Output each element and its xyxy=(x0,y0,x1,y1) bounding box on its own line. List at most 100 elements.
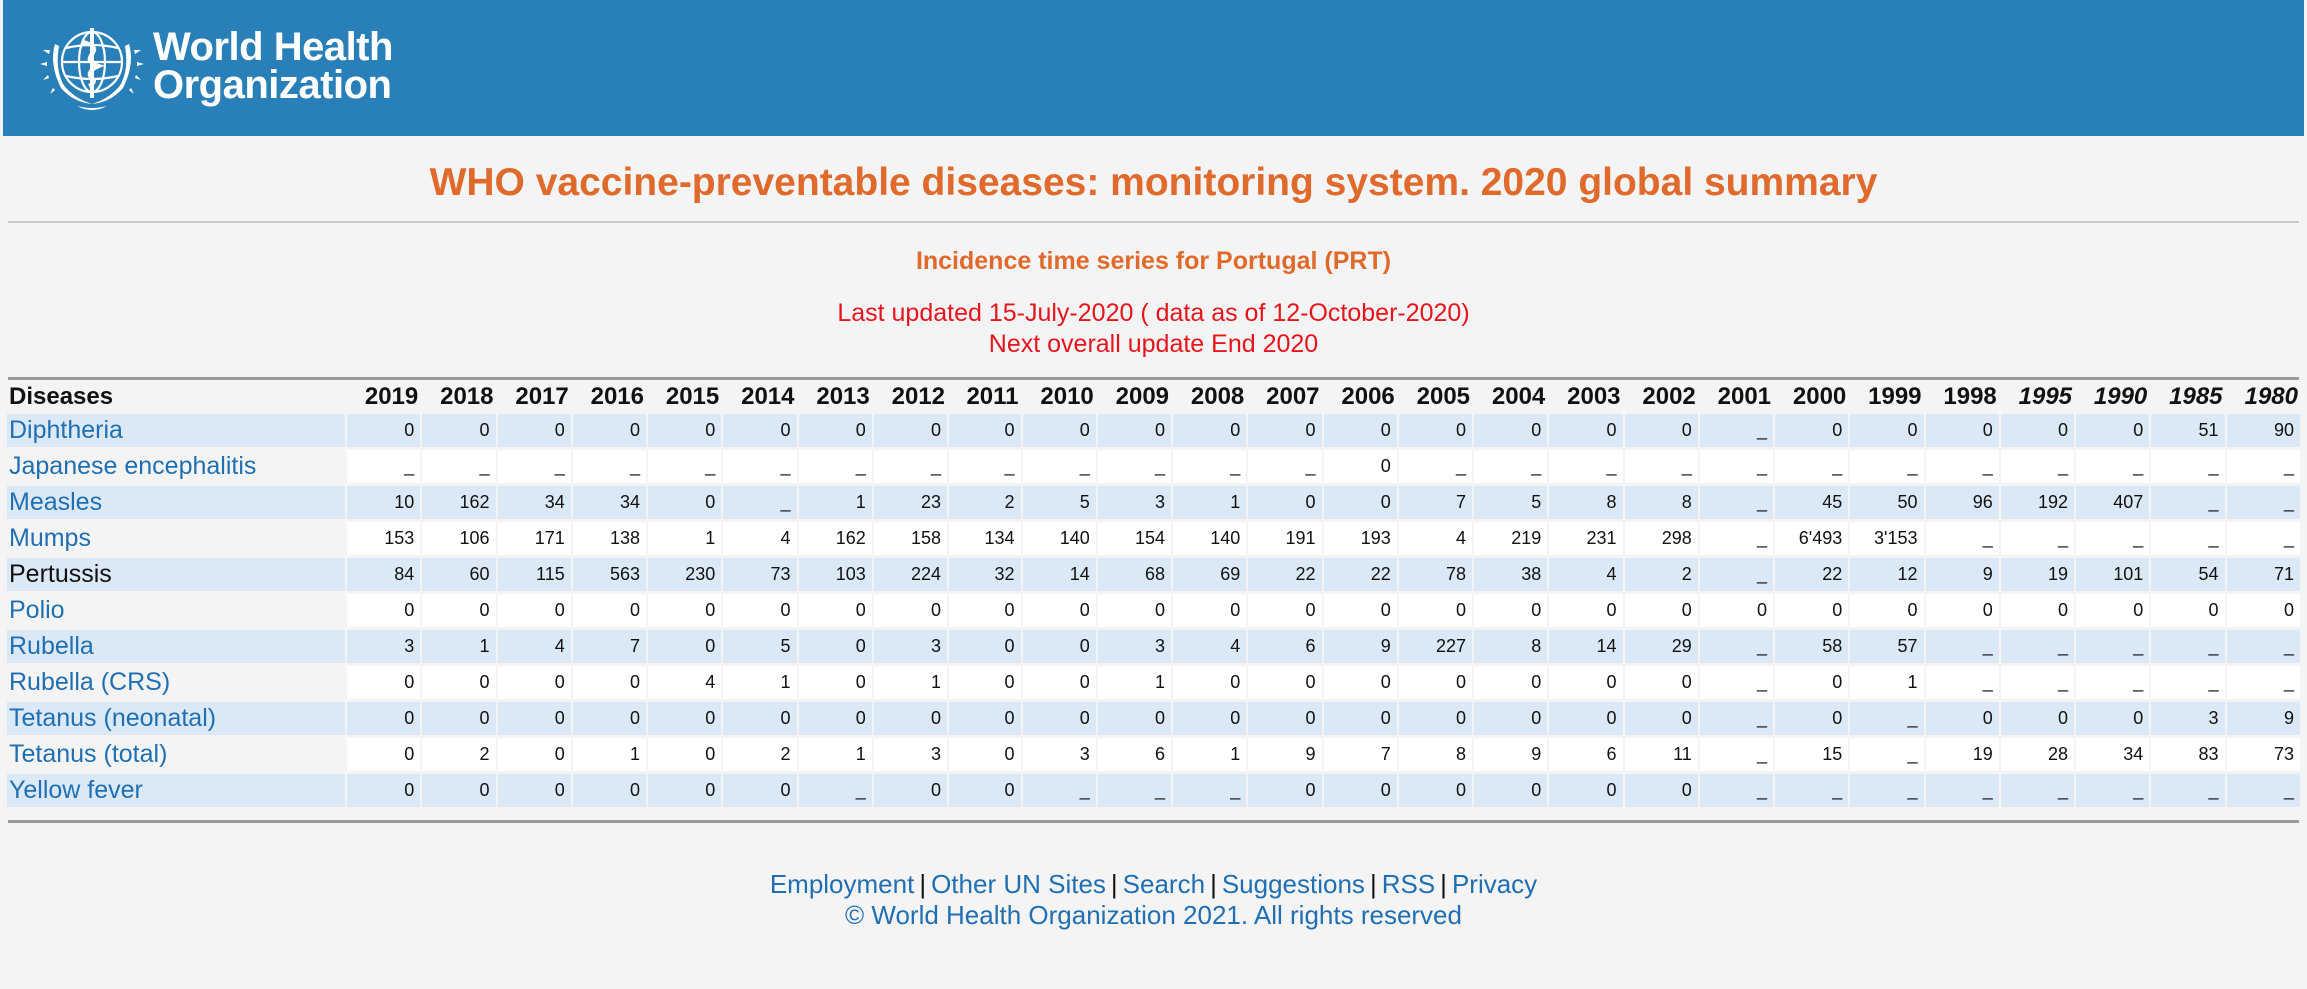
table-cell: 101 xyxy=(2076,558,2150,591)
table-cell: 3 xyxy=(347,630,421,663)
disease-link[interactable]: Yellow fever xyxy=(7,774,345,807)
table-cell: 0 xyxy=(422,774,496,807)
table-cell: _ xyxy=(2076,774,2150,807)
table-cell: 0 xyxy=(1775,666,1849,699)
table-cell: 3 xyxy=(2151,702,2225,735)
table-cell: 0 xyxy=(422,666,496,699)
table-cell: 0 xyxy=(873,414,947,447)
table-cell: 84 xyxy=(347,558,421,591)
table-cell: 0 xyxy=(1549,702,1623,735)
footer-link[interactable]: RSS xyxy=(1381,869,1436,899)
footer-separator: | xyxy=(1369,869,1377,899)
table-cell: _ xyxy=(648,450,722,483)
disease-link[interactable]: Tetanus (total) xyxy=(7,738,345,771)
table-cell: 158 xyxy=(873,522,947,555)
table-cell: 0 xyxy=(1474,414,1548,447)
disease-link[interactable]: Polio xyxy=(7,594,345,627)
table-cell: _ xyxy=(1699,450,1774,483)
table-cell: 0 xyxy=(1624,594,1698,627)
table-cell: 0 xyxy=(1323,702,1397,735)
disease-link[interactable]: Rubella (CRS) xyxy=(7,666,345,699)
table-cell: 0 xyxy=(1775,702,1849,735)
table-cell: 0 xyxy=(1173,702,1247,735)
table-cell: _ xyxy=(2226,774,2300,807)
table-cell: _ xyxy=(723,486,797,519)
table-cell: 0 xyxy=(2226,594,2300,627)
table-cell: 0 xyxy=(1925,414,1999,447)
table-cell: 140 xyxy=(1173,522,1247,555)
table-cell: 9 xyxy=(1474,738,1548,771)
table-row: Mumps 153 106 171 138 1 4 162 158 134 140 154 140 191… xyxy=(7,522,2300,555)
table-cell: _ xyxy=(1699,630,1774,663)
table-cell: 0 xyxy=(1549,774,1623,807)
disease-link[interactable]: Rubella xyxy=(7,630,345,663)
table-row: Rubella (CRS) 0 0 0 0 4 1 0 1 0 0 1 0 0 0 0 0 0 0 _ 0 1 _ _ _ _ _ xyxy=(7,666,2300,699)
footer-link[interactable]: Employment xyxy=(769,869,915,899)
column-header-year: 2002 xyxy=(1642,383,1696,410)
table-cell: 3 xyxy=(873,630,947,663)
footer-link[interactable]: Other UN Sites xyxy=(931,869,1106,899)
table-cell: 14 xyxy=(1022,558,1096,591)
disease-link[interactable]: Diphtheria xyxy=(7,414,345,447)
column-header-year: 2006 xyxy=(1341,383,1395,410)
table-cell: 0 xyxy=(1248,414,1322,447)
table-cell: _ xyxy=(949,450,1021,483)
table-cell: 0 xyxy=(1097,594,1172,627)
table-cell: 0 xyxy=(1549,594,1623,627)
table-cell: 0 xyxy=(2000,702,2075,735)
disease-link[interactable]: Tetanus (neonatal) xyxy=(7,702,345,735)
table-cell: 12 xyxy=(1850,558,1924,591)
table-cell: _ xyxy=(1925,522,1999,555)
table-cell: _ xyxy=(1925,630,1999,663)
table-cell: 0 xyxy=(1173,594,1247,627)
table-cell: _ xyxy=(1097,450,1172,483)
table-cell: 0 xyxy=(949,702,1021,735)
footer-link[interactable]: Search xyxy=(1122,869,1206,899)
table-cell: 0 xyxy=(949,594,1021,627)
table-cell: _ xyxy=(1624,450,1698,483)
table-cell: 54 xyxy=(2151,558,2225,591)
table-cell: 0 xyxy=(1323,486,1397,519)
footer-separator: | xyxy=(1110,869,1118,899)
table-cell: 0 xyxy=(1248,594,1322,627)
who-logo[interactable]: World Health Organization xyxy=(33,14,393,118)
table-cell: 227 xyxy=(1398,630,1473,663)
table-cell: 28 xyxy=(2000,738,2075,771)
table-cell: 1 xyxy=(798,486,872,519)
table-cell: 0 xyxy=(798,594,872,627)
page-title: WHO vaccine-preventable diseases: monito… xyxy=(429,161,1878,204)
table-cell: 9 xyxy=(1248,738,1322,771)
table-cell: 2 xyxy=(1624,558,1698,591)
table-cell: _ xyxy=(1699,558,1774,591)
footer-link[interactable]: Privacy xyxy=(1451,869,1538,899)
footer-separator: | xyxy=(1210,869,1217,899)
column-header-year: 2000 xyxy=(1792,383,1847,410)
disease-link[interactable]: Measles xyxy=(7,486,345,519)
table-cell: 0 xyxy=(1323,774,1397,807)
disease-link[interactable]: Mumps xyxy=(7,522,345,555)
table-cell: 0 xyxy=(648,702,722,735)
table-cell: 3'153 xyxy=(1850,522,1924,555)
table-cell: _ xyxy=(1097,774,1172,807)
column-header-year: 1998 xyxy=(1943,383,1997,410)
table-cell: 0 xyxy=(1248,702,1322,735)
table-cell: 2 xyxy=(422,738,496,771)
table-cell: 7 xyxy=(572,630,646,663)
table-cell: 0 xyxy=(1474,666,1548,699)
table-cell: 162 xyxy=(798,522,872,555)
column-header-year: 2013 xyxy=(816,383,870,410)
table-cell: 1 xyxy=(422,630,496,663)
table-cell: 1 xyxy=(1173,486,1247,519)
table-cell: _ xyxy=(2076,522,2150,555)
column-header-year: 1995 xyxy=(2018,383,2073,410)
table-cell: 68 xyxy=(1097,558,1172,591)
table-cell: 1 xyxy=(798,738,872,771)
table-cell: _ xyxy=(347,450,421,483)
disease-link[interactable]: Japanese encephalitis xyxy=(7,450,345,483)
table-row: Tetanus (neonatal) 0 0 0 0 0 0 0 0 0 0 0 0 0 0 0 0 0 0 _ 0 _ 0… xyxy=(7,702,2300,735)
footer-link[interactable]: Suggestions xyxy=(1221,869,1365,899)
column-header-year: 2008 xyxy=(1190,383,1245,410)
table-cell: _ xyxy=(2151,450,2225,483)
table-cell: _ xyxy=(1022,450,1096,483)
table-cell: _ xyxy=(723,450,797,483)
